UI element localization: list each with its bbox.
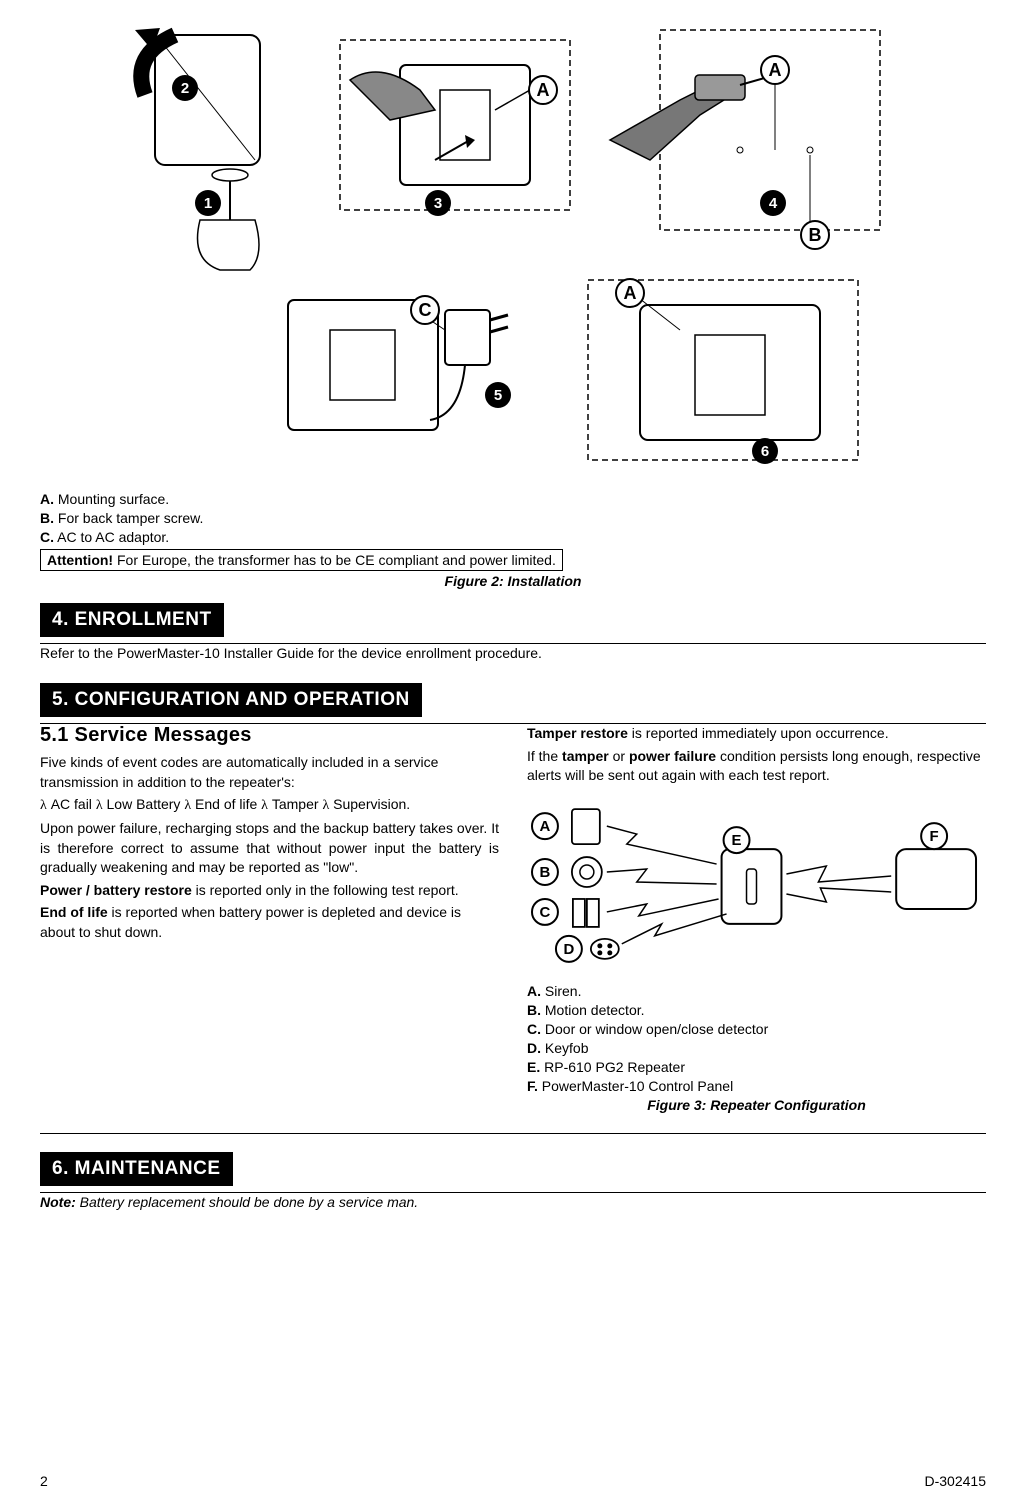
label-a-panel6: A bbox=[615, 278, 645, 308]
step-1-badge: 1 bbox=[195, 190, 221, 216]
label-c-panel5: C bbox=[410, 295, 440, 325]
sec5-p1: Five kinds of event codes are automatica… bbox=[40, 753, 499, 792]
attention-label: Attention! bbox=[47, 552, 113, 568]
label-a-panel3: A bbox=[528, 75, 558, 105]
section-6-note: Note: Battery replacement should be done… bbox=[40, 1193, 986, 1213]
svg-text:F: F bbox=[930, 828, 939, 845]
section-4-header: 4. ENROLLMENT bbox=[40, 603, 224, 637]
legend-b: For back tamper screw. bbox=[58, 510, 204, 526]
label-a-panel4: A bbox=[760, 55, 790, 85]
figure2-legend: A. Mounting surface. B. For back tamper … bbox=[40, 490, 986, 547]
step-5-badge: 5 bbox=[485, 382, 511, 408]
step-6-badge: 6 bbox=[752, 438, 778, 464]
legend-a: Mounting surface. bbox=[58, 491, 169, 507]
sec5-items: λ AC fail λ Low Battery λ End of life λ … bbox=[40, 795, 499, 816]
installation-diagram: 1 2 3 4 5 6 A A B C A bbox=[40, 20, 986, 480]
sec5-p4: End of life is reported when battery pow… bbox=[40, 903, 499, 942]
step-4-badge: 4 bbox=[760, 190, 786, 216]
step-3-badge: 3 bbox=[425, 190, 451, 216]
figure3-caption: Figure 3: Repeater Configuration bbox=[527, 1097, 986, 1113]
attention-box: Attention! For Europe, the transformer h… bbox=[40, 549, 563, 571]
svg-text:B: B bbox=[540, 864, 551, 881]
figure3-legend: A. Siren. B. Motion detector. C. Door or… bbox=[527, 982, 986, 1095]
step-2-badge: 2 bbox=[172, 75, 198, 101]
section-5-right: Tamper restore is reported immediately u… bbox=[527, 724, 986, 1119]
subsection-5-1-title: 5.1 Service Messages bbox=[40, 724, 499, 747]
label-b-panel4: B bbox=[800, 220, 830, 250]
svg-text:A: A bbox=[540, 818, 551, 835]
svg-text:E: E bbox=[732, 832, 742, 849]
section-5-header: 5. CONFIGURATION AND OPERATION bbox=[40, 683, 422, 717]
svg-text:C: C bbox=[540, 904, 551, 921]
doc-id: D-302415 bbox=[925, 1473, 987, 1489]
page-footer: 2 D-302415 bbox=[40, 1473, 986, 1489]
section-4-text: Refer to the PowerMaster-10 Installer Gu… bbox=[40, 644, 986, 664]
sec5-p2: Upon power failure, recharging stops and… bbox=[40, 819, 499, 878]
svg-text:D: D bbox=[564, 941, 575, 958]
page-number: 2 bbox=[40, 1473, 48, 1489]
sec5-p3: Power / battery restore is reported only… bbox=[40, 881, 499, 901]
attention-text: For Europe, the transformer has to be CE… bbox=[117, 552, 556, 568]
section-5-left: 5.1 Service Messages Five kinds of event… bbox=[40, 724, 499, 1119]
section-5-columns: 5.1 Service Messages Five kinds of event… bbox=[40, 724, 986, 1134]
sec5-r2: If the tamper or power failure condition… bbox=[527, 747, 986, 786]
figure3-diagram: A B C D E F bbox=[527, 794, 986, 974]
sec5-r1: Tamper restore is reported immediately u… bbox=[527, 724, 986, 744]
figure2-caption: Figure 2: Installation bbox=[40, 573, 986, 589]
section-6-header: 6. MAINTENANCE bbox=[40, 1152, 233, 1186]
legend-c: AC to AC adaptor. bbox=[57, 529, 169, 545]
